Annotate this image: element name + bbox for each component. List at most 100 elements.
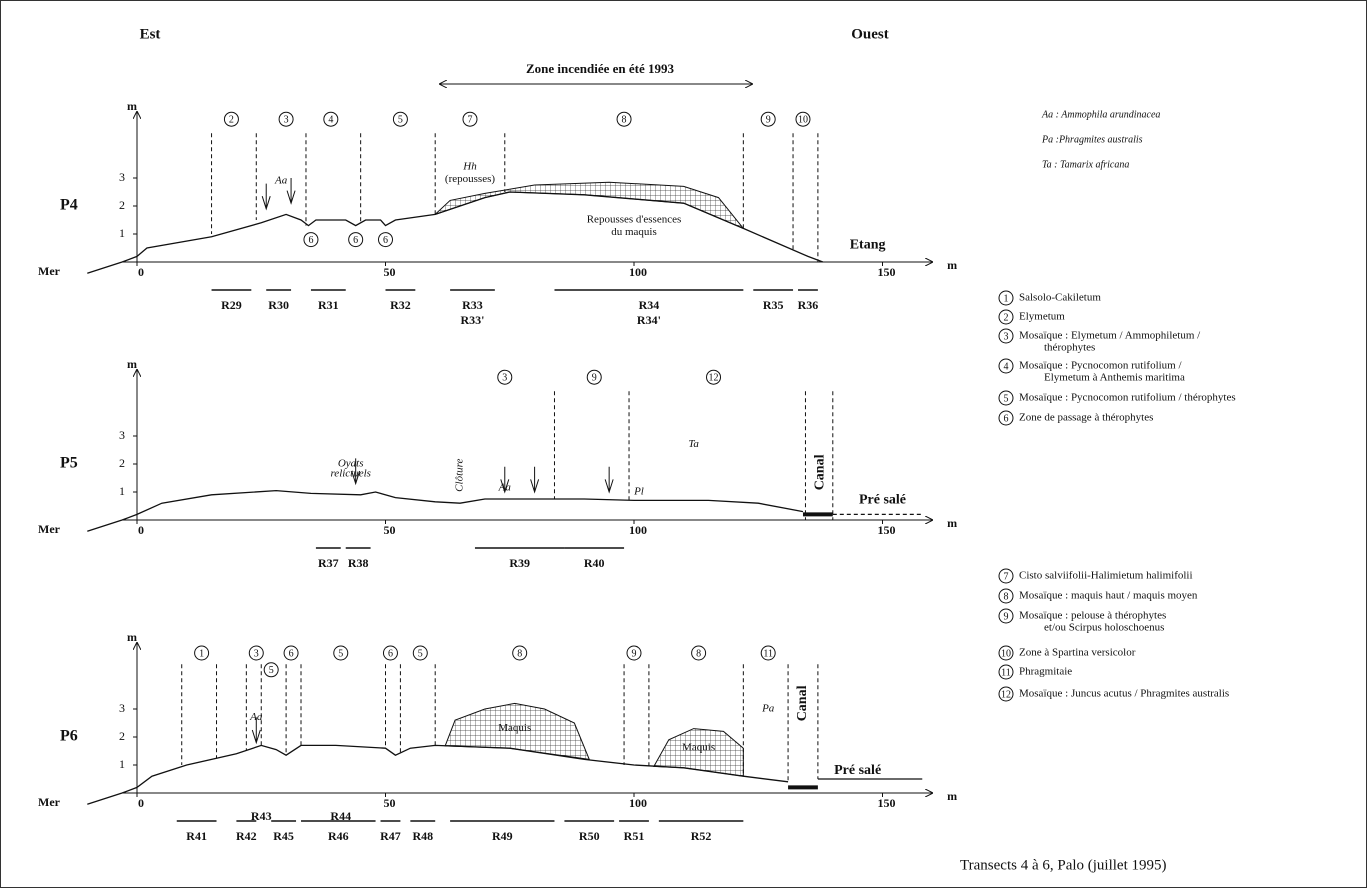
legend-number-circle bbox=[998, 568, 1014, 584]
caption: Transects 4 à 6, Palo (juillet 1995) bbox=[960, 857, 1167, 873]
zone-number: 8 bbox=[517, 648, 522, 659]
legend-number-circle bbox=[998, 410, 1014, 426]
y-tick-label: 3 bbox=[119, 170, 125, 184]
x-tick-label: 0 bbox=[138, 523, 144, 537]
annotation: relictuels bbox=[330, 467, 371, 479]
releve-label: R29 bbox=[221, 298, 242, 312]
legend-number: 6 bbox=[1004, 413, 1009, 424]
zone-number: 5 bbox=[418, 648, 423, 659]
releve-label: R30 bbox=[268, 298, 289, 312]
x-tick-label: 100 bbox=[629, 523, 647, 537]
x-tick-label: 150 bbox=[878, 265, 896, 279]
releve-label: R32 bbox=[390, 298, 411, 312]
zone-number: 11 bbox=[763, 648, 773, 659]
legend-number: 3 bbox=[1004, 331, 1009, 342]
x-tick-label: 50 bbox=[384, 265, 396, 279]
annotation: Aa bbox=[498, 481, 512, 493]
zone-number: 6 bbox=[388, 648, 393, 659]
releve-label: R38 bbox=[348, 556, 369, 570]
legend-number-circle bbox=[998, 328, 1014, 344]
species-arrow bbox=[604, 466, 614, 494]
y-tick-label: 3 bbox=[119, 428, 125, 442]
annotation: Etang bbox=[850, 237, 886, 252]
zone-number-circle bbox=[323, 111, 339, 127]
zone-number-circle bbox=[263, 662, 279, 678]
releve-label: R42 bbox=[236, 829, 257, 843]
zone-number: 9 bbox=[592, 372, 597, 383]
zone-number-circle bbox=[223, 111, 239, 127]
x-tick-label: 0 bbox=[138, 796, 144, 810]
annotation: du maquis bbox=[611, 226, 657, 238]
zone-number-circle bbox=[626, 645, 642, 661]
panel-label: P5 bbox=[60, 455, 78, 472]
sea-label: Mer bbox=[38, 795, 61, 809]
annotation: Oyats bbox=[338, 458, 364, 470]
zone-number: 12 bbox=[709, 372, 719, 383]
sea-label: Mer bbox=[38, 522, 61, 536]
x-tick-label: 0 bbox=[138, 265, 144, 279]
legend-number: 5 bbox=[1004, 393, 1009, 404]
zone-number-circle bbox=[616, 111, 632, 127]
annotation: Repousses d'essences bbox=[587, 214, 682, 226]
x-tick-label: 150 bbox=[878, 796, 896, 810]
legend-number: 9 bbox=[1004, 611, 1009, 622]
zone-number-circle bbox=[248, 645, 264, 661]
burn-zone-label: Zone incendiée en été 1993 bbox=[526, 61, 675, 76]
zone-number: 4 bbox=[328, 114, 333, 125]
annotation: Canal bbox=[795, 685, 810, 721]
panel-label: P6 bbox=[60, 728, 78, 745]
species-arrow bbox=[286, 178, 296, 205]
legend-number-circle bbox=[998, 588, 1014, 604]
profile bbox=[87, 191, 824, 274]
releve-label: R47 bbox=[380, 829, 401, 843]
zone-number: 2 bbox=[229, 114, 234, 125]
zone-number-circle bbox=[412, 645, 428, 661]
releve-label: R51 bbox=[624, 829, 645, 843]
zone-number: 8 bbox=[696, 648, 701, 659]
legend-label: Salsolo-Cakiletum bbox=[1019, 292, 1101, 304]
zone-number: 8 bbox=[622, 114, 627, 125]
x-unit: m bbox=[947, 789, 957, 803]
zone-marker: 6 bbox=[353, 235, 358, 246]
zone-marker-circle bbox=[348, 232, 364, 248]
west-label: Ouest bbox=[851, 26, 889, 42]
releve-label: R41 bbox=[186, 829, 207, 843]
legend-number-circle bbox=[998, 608, 1014, 624]
annotation: Canal bbox=[813, 454, 828, 490]
legend-number: 2 bbox=[1004, 312, 1009, 323]
legend-number-circle bbox=[998, 309, 1014, 325]
zone-number: 6 bbox=[289, 648, 294, 659]
x-unit: m bbox=[947, 516, 957, 530]
profile bbox=[87, 489, 804, 532]
releve-label: R39 bbox=[509, 556, 530, 570]
y-unit: m bbox=[127, 357, 137, 371]
zone-number-circle bbox=[512, 645, 528, 661]
zone-number: 3 bbox=[284, 114, 289, 125]
zone-number-circle bbox=[462, 111, 478, 127]
annotation: Pl bbox=[633, 486, 644, 498]
y-unit: m bbox=[127, 99, 137, 113]
legend-label: thérophytes bbox=[1044, 342, 1095, 354]
releve-label: R52 bbox=[691, 829, 712, 843]
legend-label: Cisto salviifolii-Halimietum halimifolii bbox=[1019, 570, 1193, 582]
zone-number: 5 bbox=[269, 665, 274, 676]
annotation: Aa bbox=[274, 174, 288, 186]
zone-number: 9 bbox=[632, 648, 637, 659]
annotation: Hh bbox=[462, 160, 477, 172]
zone-number-circle bbox=[691, 645, 707, 661]
annotation: Aa bbox=[249, 711, 263, 723]
species-arrow bbox=[530, 466, 540, 494]
releve-label: R43 bbox=[251, 809, 272, 823]
profile bbox=[87, 744, 789, 805]
zone-number: 3 bbox=[502, 372, 507, 383]
species-arrow bbox=[251, 717, 261, 745]
legend-number-circle bbox=[998, 290, 1014, 306]
legend-number: 12 bbox=[1001, 689, 1011, 700]
x-tick-label: 50 bbox=[384, 796, 396, 810]
zone-marker: 6 bbox=[308, 235, 313, 246]
y-unit: m bbox=[127, 630, 137, 644]
annotation: Maquis bbox=[498, 722, 531, 734]
annotation: Ta bbox=[688, 438, 699, 450]
